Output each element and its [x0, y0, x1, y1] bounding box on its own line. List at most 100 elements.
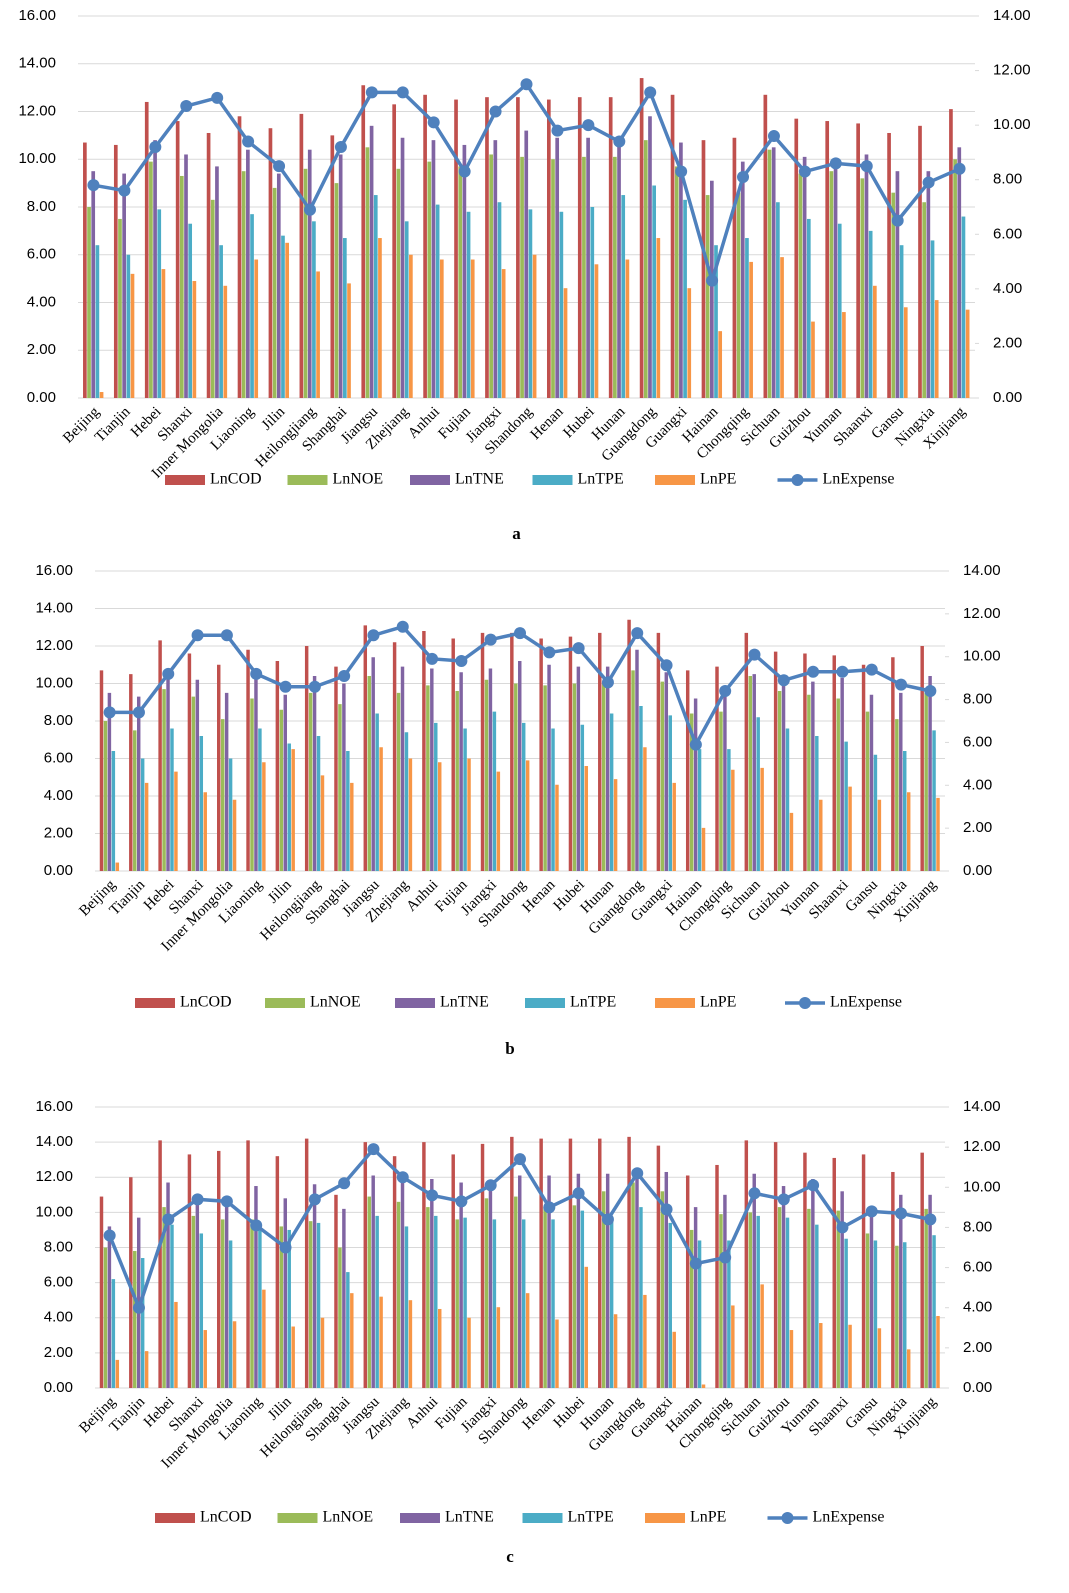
- bar: [166, 1182, 170, 1388]
- y2-tick-label: 2.00: [963, 1339, 992, 1356]
- bar: [363, 1142, 368, 1388]
- x-tick-label: Anhui: [405, 404, 443, 442]
- bar: [427, 161, 432, 398]
- y2-tick-label: 0.00: [963, 862, 992, 879]
- line-marker: [798, 165, 811, 178]
- bar: [188, 223, 193, 398]
- bar: [462, 144, 467, 398]
- bar: [408, 758, 413, 871]
- bar: [379, 1296, 383, 1388]
- bar: [934, 300, 939, 398]
- bar: [99, 392, 104, 398]
- bar: [639, 1207, 643, 1388]
- bar: [371, 657, 375, 871]
- bar: [918, 125, 922, 398]
- bar: [920, 1152, 924, 1388]
- bar: [580, 724, 585, 871]
- bar: [115, 862, 120, 871]
- bar: [528, 209, 533, 398]
- bar: [246, 649, 250, 871]
- bar: [648, 116, 652, 399]
- bar: [158, 640, 162, 871]
- bar: [144, 782, 149, 871]
- bar: [463, 728, 467, 871]
- line-marker: [211, 91, 224, 104]
- bar: [187, 653, 192, 871]
- bar: [672, 782, 676, 871]
- line-marker: [308, 1193, 321, 1206]
- legend-swatch: [265, 998, 305, 1008]
- y2-tick-label: 6.00: [963, 1259, 992, 1276]
- bar: [701, 140, 706, 398]
- bar: [492, 1219, 497, 1388]
- bar: [312, 676, 317, 871]
- bar: [643, 140, 648, 398]
- bar: [463, 1217, 467, 1388]
- bar: [467, 1317, 471, 1388]
- bar: [543, 685, 547, 871]
- bar: [819, 799, 823, 871]
- y-tick-label: 12.00: [35, 637, 73, 654]
- bar: [815, 736, 819, 871]
- bar: [639, 706, 643, 871]
- bar: [250, 698, 254, 871]
- bar: [467, 758, 471, 871]
- bar: [308, 1221, 313, 1388]
- y-tick-label: 4.00: [27, 293, 56, 310]
- bar: [873, 285, 877, 398]
- y-tick-label: 14.00: [35, 1133, 73, 1150]
- bar: [184, 154, 188, 398]
- bar: [532, 254, 537, 398]
- bar: [367, 676, 371, 871]
- bar: [199, 736, 204, 871]
- legend-label: LnTNE: [440, 994, 489, 1011]
- bar: [668, 1222, 672, 1388]
- bar: [338, 154, 343, 398]
- y-tick-label: 8.00: [44, 712, 73, 729]
- legend-label: LnTPE: [578, 471, 624, 488]
- bar: [582, 156, 586, 398]
- bar: [672, 1331, 676, 1388]
- bar: [426, 1207, 430, 1388]
- line-marker: [365, 86, 378, 99]
- bar: [568, 636, 573, 871]
- bar: [510, 1136, 514, 1388]
- y-tick-label: 2.00: [44, 824, 73, 841]
- line-marker: [103, 1229, 116, 1242]
- bar: [144, 101, 149, 398]
- bar: [338, 704, 342, 871]
- bar: [133, 1251, 137, 1388]
- bar: [605, 1173, 610, 1388]
- bar: [299, 113, 304, 398]
- bar: [206, 132, 211, 399]
- line-marker: [719, 685, 732, 697]
- y2-tick-label: 12.00: [963, 1138, 1001, 1155]
- line-marker: [514, 1153, 526, 1166]
- line-marker: [660, 659, 673, 672]
- bar: [773, 651, 778, 871]
- bar: [158, 1140, 162, 1388]
- y-tick-label: 10.00: [35, 674, 73, 691]
- bar: [281, 235, 285, 398]
- line-marker: [279, 1241, 292, 1254]
- bar: [856, 123, 860, 398]
- bar: [811, 321, 815, 398]
- line-marker: [543, 646, 556, 659]
- bar: [693, 698, 698, 871]
- legend-swatch: [522, 1513, 563, 1523]
- bar: [492, 711, 497, 871]
- legend-label: LnNOE: [323, 1509, 374, 1526]
- bar: [740, 161, 745, 398]
- bar: [895, 719, 899, 871]
- bar: [438, 1308, 442, 1388]
- bar: [807, 694, 811, 871]
- bar: [840, 677, 844, 871]
- bar: [480, 1143, 485, 1388]
- bar: [776, 202, 780, 398]
- bar: [283, 694, 287, 871]
- line-marker: [367, 1143, 380, 1156]
- line-marker: [338, 670, 351, 682]
- line-marker: [777, 1193, 790, 1206]
- bar: [781, 1186, 786, 1388]
- legend-swatch: [155, 1513, 195, 1523]
